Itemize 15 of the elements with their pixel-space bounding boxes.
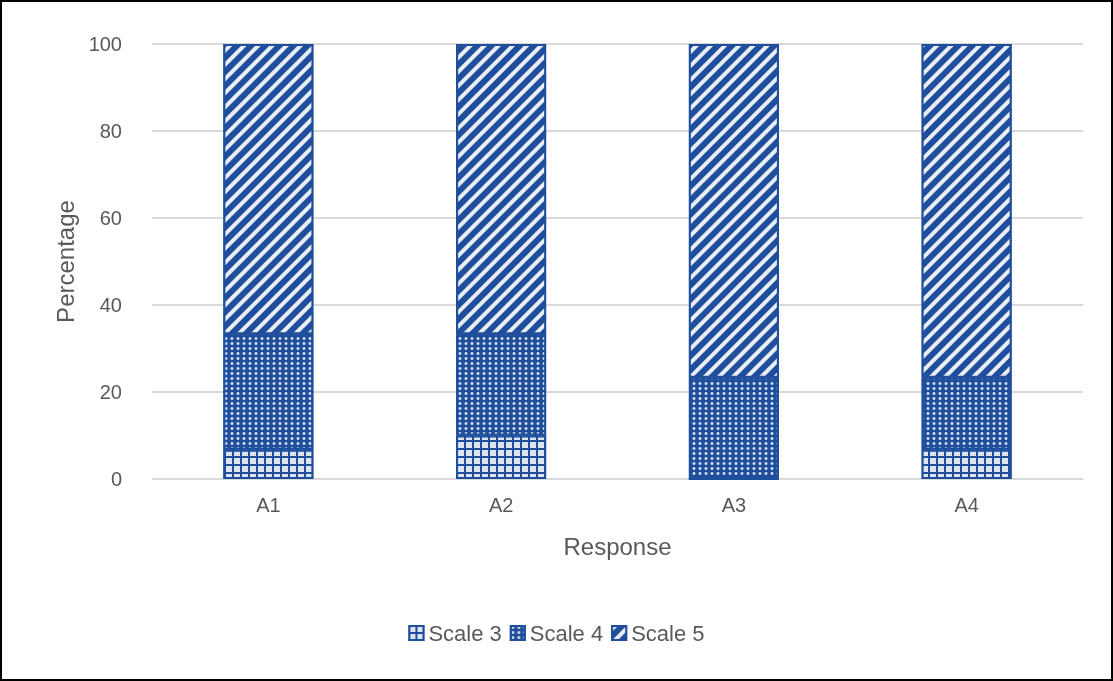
x-tick-label: A1 — [256, 494, 281, 516]
legend-label: Scale 3 — [428, 620, 502, 646]
legend-label: Scale 5 — [631, 620, 705, 646]
x-tick-label: A3 — [721, 494, 747, 516]
y-tick-label: 60 — [99, 207, 122, 229]
x-tick-label: A2 — [488, 494, 514, 516]
y-tick-label: 0 — [110, 468, 122, 490]
legend-label: Scale 4 — [529, 620, 604, 646]
y-tick-label: 80 — [99, 120, 122, 142]
x-tick-label: A4 — [954, 494, 979, 516]
y-axis-title: Percentage — [51, 200, 79, 323]
x-axis-title: Response — [563, 532, 672, 560]
y-tick-label: 100 — [88, 33, 122, 55]
y-tick-label: 20 — [99, 381, 122, 403]
y-tick-label: 40 — [99, 294, 122, 316]
